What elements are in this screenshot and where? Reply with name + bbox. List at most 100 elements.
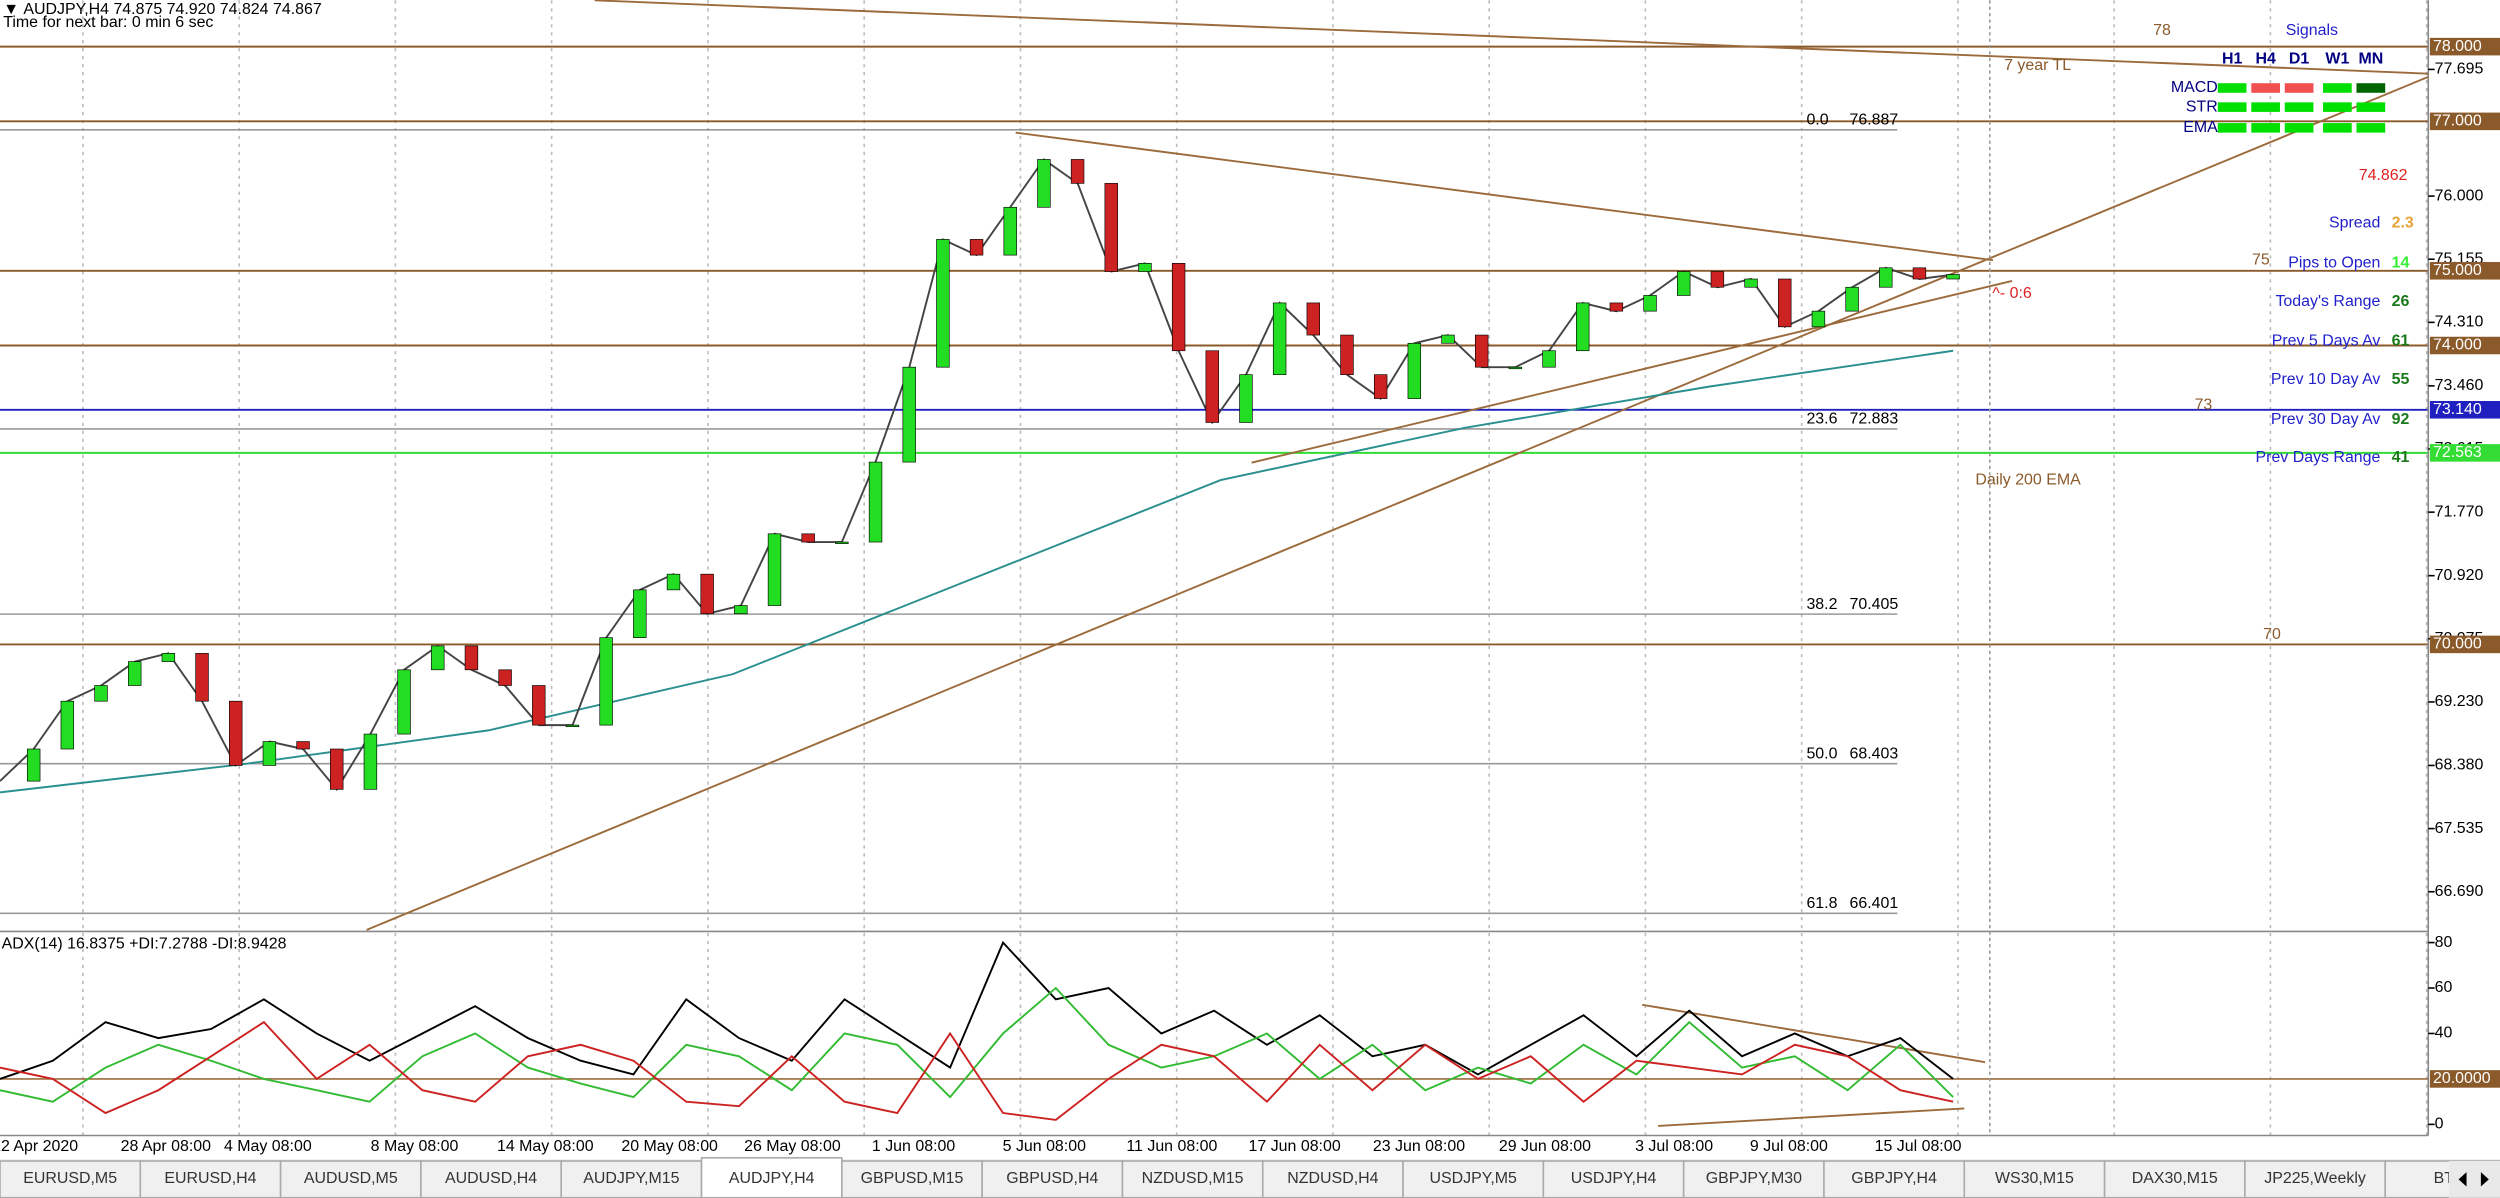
annotation: ^- 0:6 [1992, 285, 2032, 302]
candle [1912, 267, 1927, 280]
stat-value: 41 [2392, 449, 2410, 466]
level-box [2429, 635, 2500, 654]
x-tick-label: 23 Jun 08:00 [1373, 1138, 1465, 1155]
tab-label[interactable]: GBPUSD,M15 [861, 1170, 964, 1187]
signal-column: H4 [2255, 51, 2276, 68]
annotation: Daily 200 EMA [1975, 471, 2081, 488]
signal-cell [2356, 102, 2386, 112]
x-tick-label: 17 Jun 08:00 [1249, 1138, 1341, 1155]
annotation: 75 [2252, 251, 2270, 268]
stat-label: Prev 5 Days Av [2272, 333, 2381, 350]
x-tick-label: 5 Jun 08:00 [1003, 1138, 1086, 1155]
tab-scroll-left[interactable] [2458, 1172, 2467, 1187]
adx-line [0, 940, 1954, 1080]
tab-label[interactable]: NZDUSD,M15 [1142, 1170, 1244, 1187]
candle [868, 461, 883, 543]
symbol-text: AUDJPY,H4 74.875 74.920 74.824 74.867 [23, 1, 321, 18]
signal-column: MN [2358, 51, 2383, 68]
x-tick-label: 26 May 08:00 [744, 1138, 841, 1155]
candle [1744, 278, 1758, 288]
stat-value: 26 [2392, 293, 2410, 310]
tab[interactable] [1402, 1160, 1545, 1198]
fib-level: 0.0 [1806, 111, 1828, 128]
level-label: 20.0000 [2433, 1070, 2491, 1087]
tab[interactable] [2103, 1160, 2246, 1198]
y-tick-label: 71.770 [2435, 503, 2484, 520]
tab[interactable] [560, 1160, 703, 1198]
candle [397, 669, 411, 735]
candle [1811, 310, 1826, 328]
tab[interactable] [0, 1160, 142, 1198]
y-tick-label: 76.000 [2435, 187, 2484, 204]
tab-label[interactable]: DAX30,M15 [2132, 1170, 2218, 1187]
tab-scroll-right[interactable] [2480, 1172, 2489, 1187]
level-box [2429, 401, 2500, 419]
x-tick-label: 15 Jul 08:00 [1875, 1138, 1962, 1155]
trendline [1251, 279, 2013, 464]
ema-line [0, 349, 1954, 794]
candle [1407, 342, 1422, 399]
y-tick-label: 77.695 [2435, 61, 2484, 78]
fib-price: 76.887 [1849, 111, 1898, 128]
tab[interactable] [1261, 1160, 1404, 1198]
stat-value: 92 [2392, 411, 2410, 428]
signal-column: W1 [2325, 51, 2349, 68]
level-label: 73.140 [2433, 401, 2482, 418]
candle [666, 573, 681, 591]
level-label: 74.000 [2433, 337, 2482, 354]
tab-label[interactable]: GBPUSD,H4 [1006, 1170, 1098, 1187]
tab-label[interactable]: EURUSD,M5 [23, 1170, 117, 1187]
adx-label: ADX(14) 16.8375 +DI:7.2788 -DI:8.9428 [2, 935, 287, 952]
y-tick-label: 73.460 [2435, 377, 2484, 394]
signal-cell [2356, 83, 2386, 93]
level-box [2429, 336, 2500, 355]
stat-label: Prev 30 Day Av [2271, 411, 2381, 428]
level-label: 77.000 [2433, 113, 2482, 130]
x-tick-label: 14 May 08:00 [497, 1138, 594, 1155]
tab-label[interactable]: JP225,Weekly [2264, 1170, 2366, 1187]
tab-label[interactable]: USDJPY,H4 [1571, 1170, 1657, 1187]
candle [565, 724, 580, 728]
candle [1508, 366, 1523, 370]
tab-label[interactable]: NZDUSD,H4 [1287, 1170, 1378, 1187]
tab-label[interactable]: AUDUSD,M5 [304, 1170, 398, 1187]
signal-cell [2251, 102, 2280, 112]
candle [229, 700, 243, 766]
y-tick-label: 70.920 [2435, 567, 2484, 584]
candle [835, 541, 849, 544]
tab[interactable] [279, 1160, 422, 1198]
x-tick-label: 20 May 08:00 [621, 1138, 718, 1155]
stat-value: 61 [2392, 333, 2410, 350]
candle [734, 605, 748, 615]
signal-cell [2251, 123, 2280, 133]
tab-label[interactable]: AUDJPY,M15 [583, 1170, 679, 1187]
tab-label[interactable]: GBPJPY,H4 [1851, 1170, 1937, 1187]
tab[interactable] [981, 1160, 1124, 1198]
symbol-line: ▼ AUDJPY,H4 74.875 74.920 74.824 74.867 [3, 1, 322, 18]
tab-label[interactable]: AUDJPY,H4 [729, 1170, 815, 1187]
trendlines [366, 0, 2429, 1127]
candle [431, 645, 445, 671]
tab-label[interactable]: GBPJPY,M30 [1706, 1170, 1802, 1187]
level-box [2429, 262, 2500, 280]
stat-label: Pips to Open [2288, 255, 2380, 272]
tab-label[interactable]: EURUSD,H4 [164, 1170, 256, 1187]
candle [161, 653, 176, 662]
adx-tick-label: 40 [2435, 1025, 2453, 1042]
candle [1576, 302, 1590, 352]
candle [1373, 374, 1388, 399]
adx-tick-label: 80 [2435, 934, 2453, 951]
tab-bar: EURUSD,M5 EURUSD,H4 AUDUSD,M5 AUDUSD,H4 AUDJ… [0, 1157, 2500, 1198]
tab[interactable] [700, 1157, 843, 1198]
fib-level: 23.6 [1806, 411, 1837, 428]
tab[interactable] [1121, 1160, 1264, 1198]
tab-label[interactable]: AUDUSD,H4 [445, 1170, 537, 1187]
candle [633, 589, 647, 638]
trendline [1015, 131, 1994, 262]
tab-label[interactable]: USDJPY,M5 [1430, 1170, 1518, 1187]
tab-label[interactable]: WS30,M15 [1995, 1170, 2074, 1187]
y-tick-label: 66.690 [2435, 883, 2484, 900]
level-label: 78.000 [2433, 38, 2482, 55]
fib-level: 61.8 [1806, 895, 1837, 912]
